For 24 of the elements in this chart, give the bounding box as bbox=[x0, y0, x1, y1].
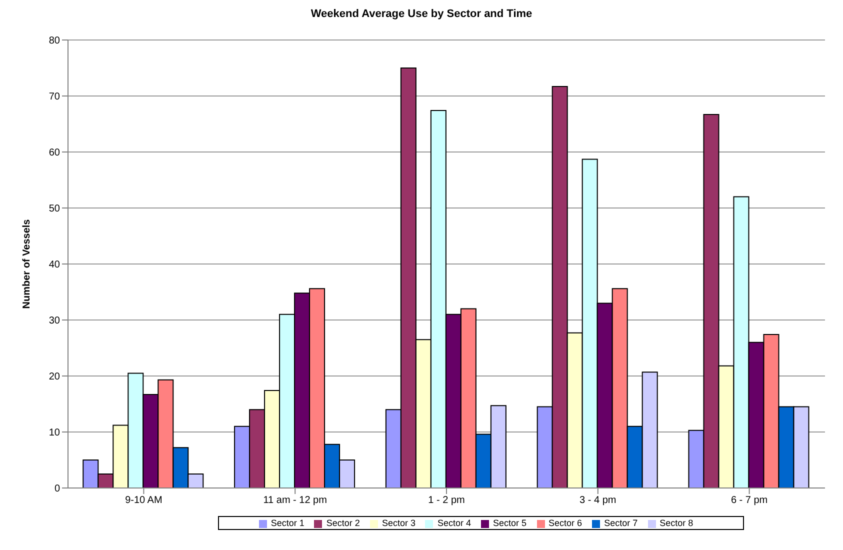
x-tick-label: 1 - 2 pm bbox=[428, 495, 465, 506]
legend-label: Sector 7 bbox=[604, 518, 638, 528]
legend-label: Sector 8 bbox=[660, 518, 694, 528]
legend-label: Sector 4 bbox=[437, 518, 471, 528]
y-tick-label: 50 bbox=[48, 204, 60, 215]
chart-title: Weekend Average Use by Sector and Time bbox=[310, 8, 534, 20]
legend-label: Sector 2 bbox=[326, 518, 360, 528]
y-axis-title: Number of Vessels bbox=[22, 218, 33, 309]
y-tick-label: 20 bbox=[48, 372, 60, 383]
legend-label: Sector 6 bbox=[548, 518, 582, 528]
legend-label: Sector 3 bbox=[382, 518, 416, 528]
x-tick-label: 6 - 7 pm bbox=[730, 495, 768, 506]
y-tick-label: 30 bbox=[48, 316, 60, 327]
x-tick-label: 3 - 4 pm bbox=[580, 495, 616, 506]
legend-label: Sector 5 bbox=[493, 518, 527, 528]
y-tick-label: 70 bbox=[48, 92, 60, 103]
y-tick-label: 10 bbox=[48, 428, 60, 439]
y-tick-label: 40 bbox=[48, 260, 60, 271]
x-tick-label: 11 am - 12 pm bbox=[263, 495, 327, 506]
y-tick-label: 60 bbox=[48, 148, 60, 159]
x-tick-label: 9-10 AM bbox=[125, 495, 162, 506]
y-tick-label: 80 bbox=[48, 36, 60, 47]
y-tick-label: 0 bbox=[54, 484, 60, 495]
legend-label: Sector 1 bbox=[270, 518, 304, 528]
